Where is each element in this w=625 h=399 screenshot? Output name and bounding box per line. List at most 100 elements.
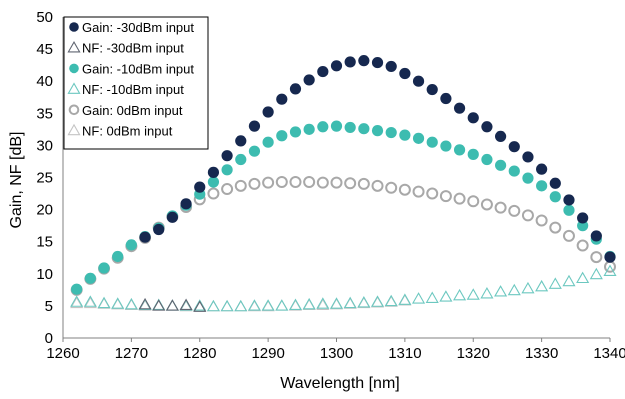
legend-box <box>63 16 209 150</box>
data-point <box>302 297 316 310</box>
x-tick-label: 1300 <box>320 345 353 362</box>
data-point <box>302 298 316 311</box>
data-point <box>316 297 330 309</box>
data-point <box>221 150 233 162</box>
data-point <box>371 125 384 137</box>
data-point <box>165 299 179 311</box>
data-point <box>248 177 261 190</box>
x-axis-title: Wavelength [nm] <box>280 375 399 392</box>
data-point <box>399 67 411 80</box>
legend-marker <box>67 82 81 94</box>
data-point <box>276 93 288 105</box>
series <box>139 55 616 263</box>
data-point <box>549 221 562 234</box>
data-point <box>576 239 589 252</box>
y-tick-label: 35 <box>36 105 53 122</box>
data-point <box>412 132 425 144</box>
data-point <box>288 299 303 311</box>
legend-label: NF: -10dBm input <box>82 82 184 97</box>
data-point <box>97 297 111 309</box>
x-tick-label: 1320 <box>457 345 490 362</box>
data-point <box>125 239 137 251</box>
data-point <box>83 295 97 307</box>
data-point <box>70 296 84 309</box>
data-point <box>577 220 589 232</box>
y-tick-label: 30 <box>36 137 53 154</box>
data-point <box>247 299 261 311</box>
data-point <box>590 251 603 264</box>
data-point <box>262 176 275 189</box>
data-point <box>344 177 357 190</box>
data-point <box>206 299 220 312</box>
data-point <box>221 164 233 176</box>
data-point <box>398 183 411 196</box>
legend-label: Gain: -30dBm input <box>82 20 194 35</box>
data-point <box>276 130 288 142</box>
data-point <box>235 135 247 147</box>
data-point <box>138 297 152 310</box>
data-point <box>220 299 234 312</box>
data-point <box>180 198 192 210</box>
legend-item: NF: -10dBm input <box>67 82 184 97</box>
data-point <box>412 292 426 304</box>
data-point <box>439 290 453 302</box>
data-point <box>385 181 398 194</box>
legend-label: Gain: 0dBm input <box>82 103 183 118</box>
data-point <box>398 293 412 305</box>
data-point <box>275 299 289 311</box>
data-point <box>521 209 534 222</box>
data-point <box>84 272 96 284</box>
data-point <box>344 56 356 68</box>
data-point <box>97 296 111 309</box>
data-point <box>358 123 370 135</box>
data-point <box>467 112 479 124</box>
data-point <box>124 297 138 310</box>
data-point <box>426 83 438 96</box>
data-point <box>412 185 425 198</box>
axes: 0 5 10 15 20 25 30 35 40 45 50 1260 1270 1280 1290 1300… <box>36 9 625 362</box>
data-point <box>330 176 343 189</box>
x-tick-label: 1290 <box>251 345 284 362</box>
data-point <box>522 172 534 184</box>
data-point <box>234 299 248 312</box>
data-point <box>562 229 575 242</box>
data-point <box>577 212 589 224</box>
data-point <box>440 92 452 105</box>
data-point <box>357 295 371 308</box>
y-tick-label: 40 <box>36 73 53 90</box>
y-tick-label: 5 <box>45 298 53 315</box>
data-point <box>289 126 302 138</box>
data-point <box>316 298 330 311</box>
plot-area <box>70 55 617 312</box>
series <box>70 264 617 312</box>
data-point <box>165 299 179 311</box>
data-point <box>480 198 493 211</box>
data-point <box>370 295 385 308</box>
legend-label: NF: -30dBm input <box>82 41 184 56</box>
data-point <box>522 151 534 163</box>
legend-item: Gain: -30dBm input <box>69 20 194 35</box>
data-point <box>467 148 479 160</box>
data-point <box>481 121 493 133</box>
data-point <box>453 192 466 205</box>
data-point <box>453 102 466 114</box>
data-point <box>261 299 275 311</box>
x-tick-label: 1280 <box>183 345 216 362</box>
data-point <box>152 299 166 311</box>
data-point <box>111 297 125 309</box>
data-point <box>343 296 357 309</box>
data-point <box>152 299 166 311</box>
data-point <box>508 204 521 217</box>
x-tick-label: 1340 <box>593 345 625 362</box>
data-point <box>384 295 398 307</box>
legend-item: Gain: 0dBm input <box>68 103 183 118</box>
y-tick-label: 25 <box>36 170 53 187</box>
data-point <box>262 106 274 118</box>
data-point <box>385 60 397 73</box>
data-point <box>289 175 302 188</box>
series <box>71 120 616 295</box>
data-point <box>495 159 507 171</box>
x-tick-label: 1330 <box>525 345 558 362</box>
data-point <box>371 56 384 69</box>
